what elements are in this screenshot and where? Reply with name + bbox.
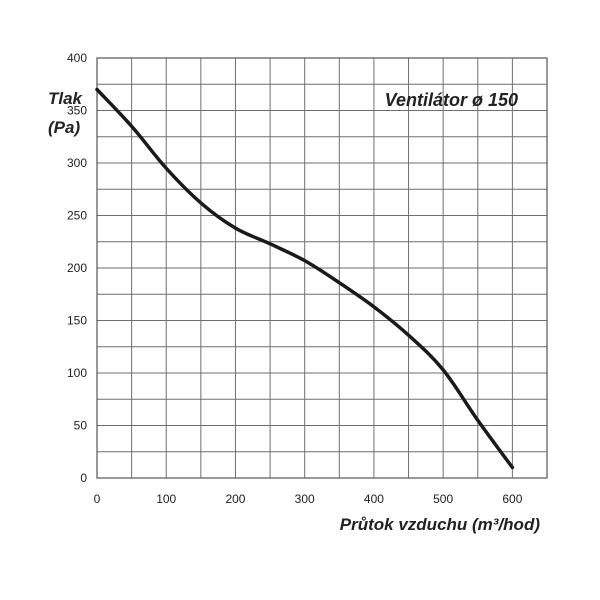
x-tick-label: 0 [94, 492, 101, 506]
y-tick-label: 0 [80, 471, 87, 485]
y-tick-label: 400 [67, 51, 87, 65]
y-tick-label: 250 [67, 209, 87, 223]
tick-labels: 0 100 200 300 400 500 600 0 50 100 150 200 250 300 350… [67, 51, 523, 506]
x-tick-label: 100 [156, 492, 176, 506]
x-axis-title: Průtok vzduchu (m³/hod) [340, 515, 541, 534]
y-axis-title-line1: Tlak [48, 89, 84, 108]
y-tick-label: 350 [67, 104, 87, 118]
y-tick-label: 300 [67, 156, 87, 170]
plot-frame [96, 57, 548, 479]
x-tick-label: 200 [225, 492, 245, 506]
y-tick-label: 100 [67, 366, 87, 380]
plot-border [96, 57, 548, 479]
x-tick-label: 600 [502, 492, 522, 506]
chart-title: Ventilátor ø 150 [385, 90, 518, 110]
series-layer [95, 87, 515, 470]
y-tick-label: 50 [74, 419, 88, 433]
y-axis-title-line2: (Pa) [48, 118, 80, 137]
y-tick-label: 200 [67, 261, 87, 275]
x-tick-label: 300 [295, 492, 315, 506]
x-tick-label: 400 [364, 492, 384, 506]
y-tick-label: 150 [67, 314, 87, 328]
x-tick-label: 500 [433, 492, 453, 506]
fan-curve-line [95, 87, 515, 470]
grid [96, 57, 548, 479]
